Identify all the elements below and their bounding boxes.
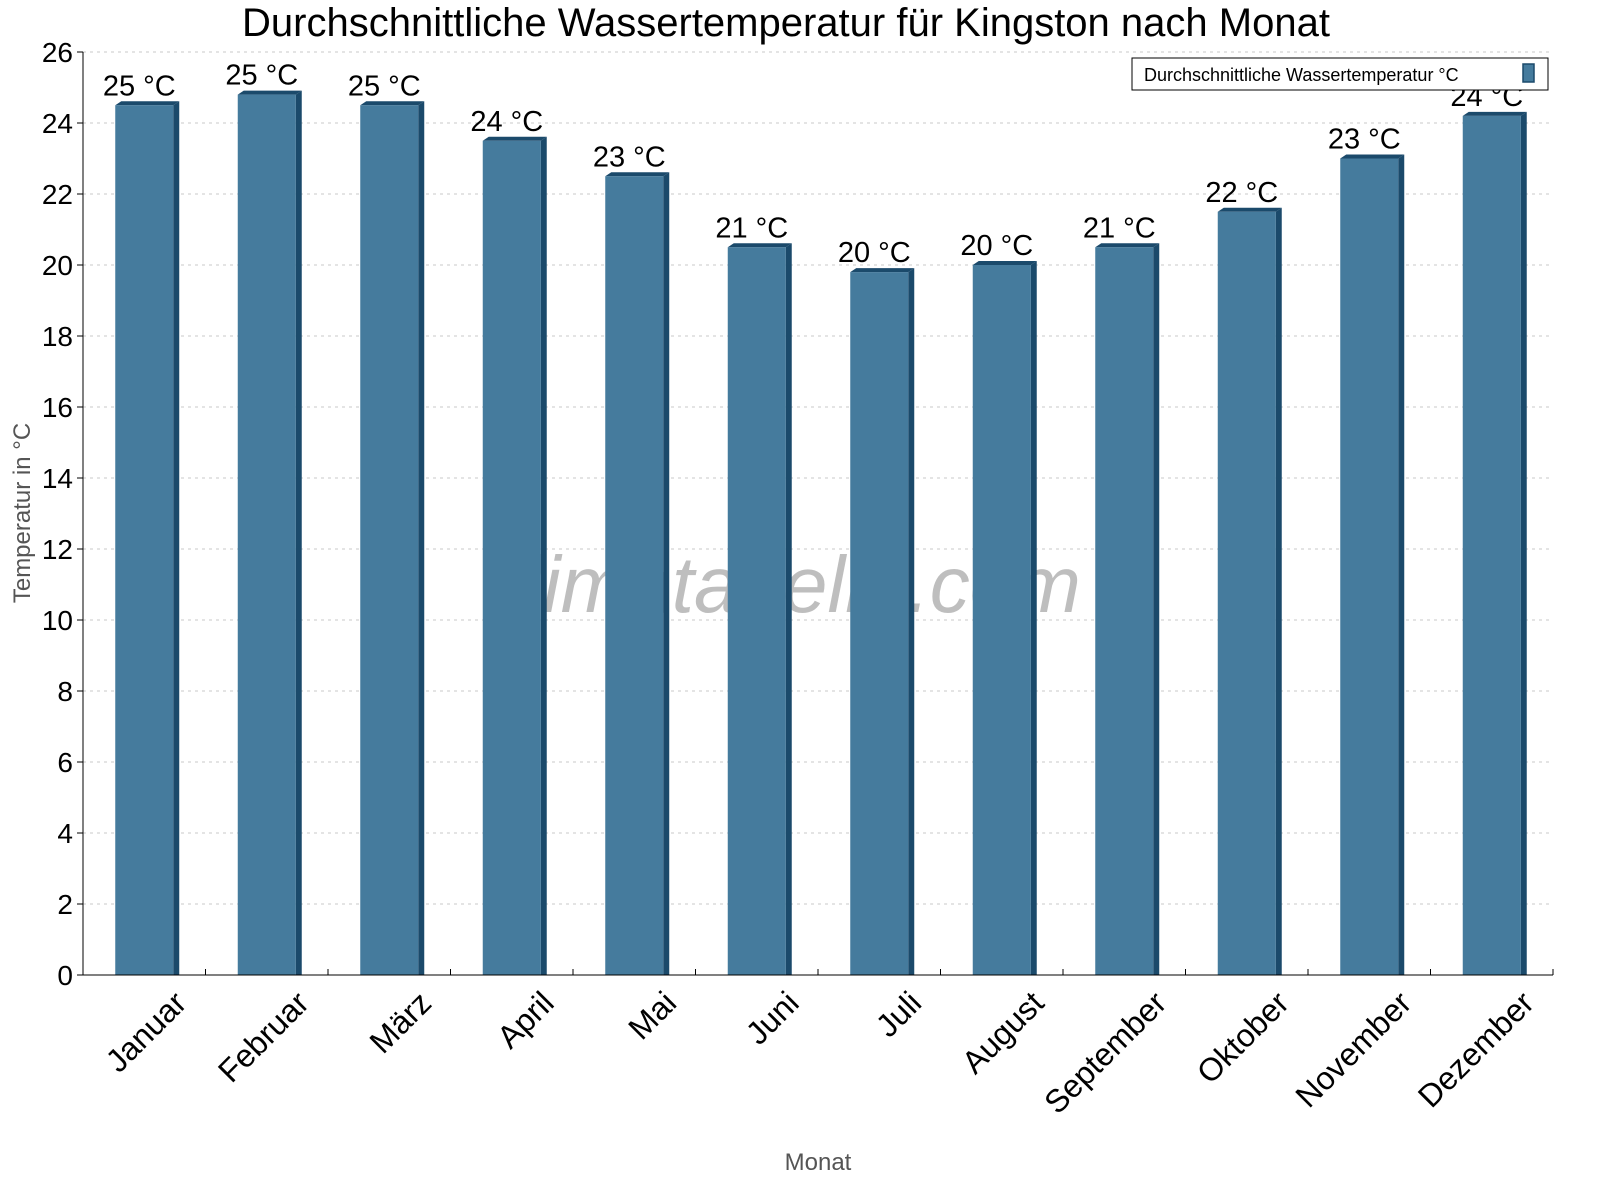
data-label: 21 °C [715, 212, 788, 244]
bar-top [1340, 154, 1405, 159]
bar [605, 176, 664, 975]
bar-top [1217, 207, 1282, 212]
bar-side [540, 136, 547, 975]
y-tick-label: 6 [57, 747, 73, 778]
bar-top [237, 90, 302, 95]
bar-top [360, 101, 425, 106]
bar [850, 272, 909, 976]
x-tick-label: September [1037, 984, 1173, 1120]
bar-top [482, 136, 547, 141]
y-axis-label: Temperatur in °C [9, 423, 36, 603]
x-tick-label: August [955, 984, 1051, 1080]
data-label: 25 °C [348, 70, 421, 102]
bar-top [850, 268, 915, 273]
bar-side [908, 268, 915, 976]
bar [1217, 211, 1276, 975]
data-label: 25 °C [103, 70, 176, 102]
bar [115, 105, 174, 975]
bar-side [173, 101, 180, 975]
legend-box [1131, 57, 1549, 91]
data-label: 23 °C [1328, 124, 1401, 156]
bar-top [1462, 111, 1527, 116]
x-tick-label: Februar [211, 984, 316, 1089]
y-tick-label: 20 [42, 250, 73, 281]
data-label: 24 °C [470, 106, 543, 138]
grid [83, 51, 1553, 905]
x-axis-label: Monat [785, 1149, 852, 1176]
bar-side [663, 172, 670, 975]
bar [1095, 247, 1154, 975]
data-label: 20 °C [838, 237, 911, 269]
x-tick-label: März [362, 984, 438, 1060]
bar [482, 140, 541, 975]
y-tick-label: 26 [42, 37, 73, 68]
x-tick-label: November [1288, 984, 1418, 1114]
bar-top [605, 172, 670, 177]
bar-side [418, 101, 425, 975]
bar-side [1520, 111, 1527, 975]
bar-side [295, 90, 302, 976]
bars: 25 °C 25 °C 25 °C 24 °C 23 °C 21 °C 20 °C 20 °C… [103, 60, 1527, 976]
x-tick-label: Mai [621, 984, 683, 1046]
y-tick-label: 16 [42, 392, 73, 423]
legend-label: Durchschnittliche Wassertemperatur °C [1144, 65, 1459, 85]
bar-side [785, 243, 792, 975]
data-label: 23 °C [593, 141, 666, 173]
y-tick-label: 8 [57, 676, 73, 707]
bar [1340, 158, 1399, 975]
bar [727, 247, 786, 975]
bar-top [115, 101, 180, 106]
data-label: 21 °C [1083, 212, 1156, 244]
x-tick-label: Dezember [1411, 984, 1541, 1114]
data-label: 22 °C [1205, 177, 1278, 209]
bar [360, 105, 419, 975]
bar [1462, 115, 1521, 975]
chart-title: Durchschnittliche Wassertemperatur für K… [242, 1, 1330, 45]
bar-top [1095, 243, 1160, 248]
bar-side [1275, 207, 1282, 975]
y-tick-label: 24 [42, 108, 73, 139]
bar-top [727, 243, 792, 248]
y-tick-label: 4 [57, 818, 73, 849]
bar-top [972, 261, 1037, 265]
y-tick-label: 18 [42, 321, 73, 352]
y-tick-label: 10 [42, 605, 73, 636]
y-tick-label: 0 [57, 960, 73, 991]
x-tick-label: Oktober [1190, 984, 1296, 1090]
data-label: 20 °C [960, 230, 1033, 262]
y-tick-label: 22 [42, 179, 73, 210]
legend: Durchschnittliche Wassertemperatur °C [1131, 57, 1549, 91]
y-tick-label: 14 [42, 463, 73, 494]
legend-swatch [1522, 63, 1535, 83]
bar-side [1153, 243, 1160, 975]
x-tick-label: Juni [739, 984, 806, 1051]
y-tick-label: 2 [57, 889, 73, 920]
x-tick-label: April [490, 984, 561, 1055]
data-label: 25 °C [225, 60, 298, 92]
bar [972, 265, 1031, 975]
bar-side [1030, 261, 1037, 975]
bar-side [1398, 154, 1405, 975]
bar [237, 94, 296, 976]
x-tick-label: Januar [99, 984, 194, 1079]
x-tick-label: Juli [869, 984, 928, 1043]
y-tick-label: 12 [42, 534, 73, 565]
